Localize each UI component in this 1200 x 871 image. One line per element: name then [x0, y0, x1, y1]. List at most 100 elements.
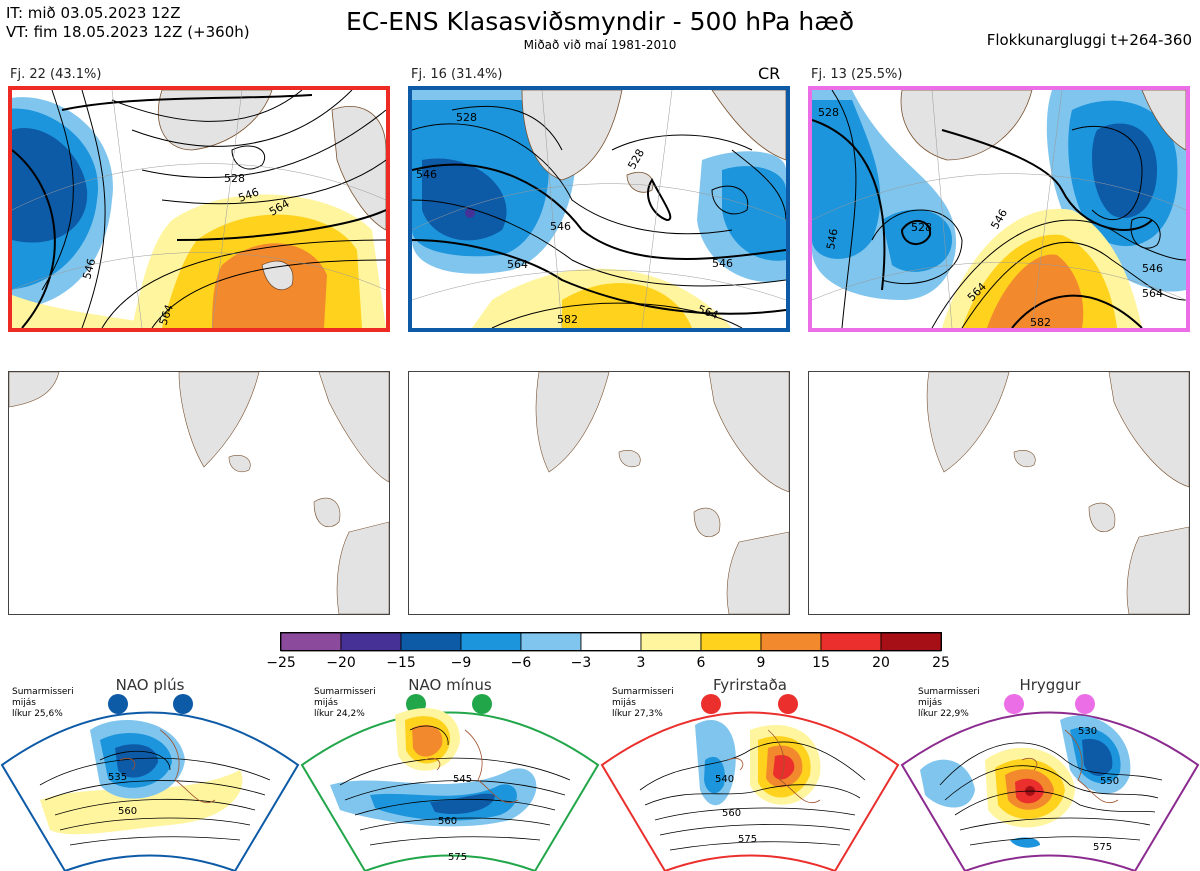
note-probability: líkur 22,9% — [918, 709, 969, 719]
cluster-2-chart: 528 546 528 546 564 546 582 564 — [412, 90, 786, 328]
colorbar-tick-label: 6 — [696, 655, 706, 671]
blank-map-3 — [808, 371, 1190, 615]
neg-anom-dark — [422, 158, 507, 241]
page-subtitle: Miðað við maí 1981-2010 — [523, 38, 677, 52]
note-probability: líkur 25,6% — [12, 709, 63, 719]
height-contours — [412, 105, 786, 328]
note-probability: líkur 24,2% — [314, 709, 365, 719]
colorbar-cell — [700, 632, 762, 652]
regime-dot — [173, 694, 193, 714]
contour-label: 564 — [507, 258, 528, 271]
pos-anom-strong — [987, 254, 1084, 328]
regime-chart: 540 560 575 — [600, 694, 900, 871]
classification-window: Flokkunargluggi t+264-360 — [986, 31, 1192, 49]
colorbar-tick-label: 3 — [636, 655, 646, 671]
regime-dot — [701, 694, 721, 714]
contour-label: 560 — [438, 816, 457, 827]
note-period: mijás — [612, 698, 636, 708]
contour-label: 528 — [911, 221, 932, 234]
contour-label: 560 — [722, 808, 741, 819]
cluster-1-chart: 546 528 546 564 564 — [12, 90, 386, 328]
note-season: Sumarmisseri — [918, 687, 980, 697]
contour-label: 564 — [1142, 287, 1163, 300]
blank-map-2 — [408, 371, 790, 615]
regime-title: NAO mínus — [408, 676, 492, 694]
note-season: Sumarmisseri — [612, 687, 674, 697]
colorbar-cell — [880, 632, 942, 652]
cluster-1-label: Fj. 22 (43.1%) — [10, 67, 102, 82]
contour-label: 575 — [448, 852, 467, 863]
colorbar-tick-label: −20 — [326, 655, 356, 671]
regime-chart: 545 560 575 — [300, 694, 600, 871]
colorbar-cell — [820, 632, 882, 652]
pos-anom-south — [12, 295, 142, 328]
contour-label: 575 — [738, 834, 757, 845]
colorbar-tick-label: 25 — [932, 655, 950, 671]
regime-dot — [472, 694, 492, 714]
valid-time-line: VT: fim 18.05.2023 12Z (+360h) — [6, 23, 250, 41]
regime-ridge: Hryggur Sumarmisseri mijás líkur 22,9% — [900, 676, 1200, 871]
contour-label: 530 — [1078, 726, 1097, 737]
neg-anom-mid-center — [882, 209, 952, 272]
contour-label: 540 — [715, 774, 734, 785]
note-period: mijás — [314, 698, 338, 708]
iceland — [626, 171, 654, 193]
greenland — [900, 90, 1033, 161]
regime-nao-minus: NAO mínus Sumarmisseri mijás líkur 24,2%… — [300, 676, 600, 871]
colorbar-tick-label: −3 — [570, 655, 592, 671]
colorbar-tick-label: −25 — [266, 655, 296, 671]
contour-label: 528 — [224, 172, 245, 185]
colorbar-cell — [400, 632, 462, 652]
greenland — [157, 90, 273, 151]
note-period: mijás — [12, 698, 36, 708]
blank-map-2-land — [535, 372, 789, 614]
cluster-1-map: 546 528 546 564 564 — [8, 86, 390, 332]
contour-label: 546 — [550, 220, 571, 233]
cluster-3-chart: 528 528 546 546 564 546 564 582 — [812, 90, 1186, 328]
contour-label: 546 — [1142, 262, 1163, 275]
regime-dot — [108, 694, 128, 714]
colorbar-cell — [460, 632, 522, 652]
height-contours — [12, 90, 386, 328]
note-season: Sumarmisseri — [12, 687, 74, 697]
graticule — [12, 90, 386, 328]
colorbar-tick-label: 15 — [812, 655, 830, 671]
regime-note: Sumarmisseri mijás líkur 27,3% — [612, 687, 674, 720]
scandinavia — [331, 106, 386, 231]
blank-map-1-land — [9, 372, 389, 614]
note-probability: líkur 27,3% — [612, 709, 663, 719]
regime-dot — [1075, 694, 1095, 714]
greenland — [521, 90, 623, 181]
init-time-line: IT: mið 03.05.2023 12Z — [6, 4, 181, 22]
regime-blocking: Fyrirstaða Sumarmisseri mijás líkur 27,3… — [600, 676, 900, 871]
colorbar-tick-label: 9 — [756, 655, 766, 671]
neg-anom-east-mid — [722, 166, 786, 261]
colorbar-tick-label: −15 — [386, 655, 416, 671]
colorbar — [280, 632, 942, 652]
contour-label: 582 — [1030, 316, 1051, 328]
blank-map-1 — [8, 371, 390, 615]
regime-note: Sumarmisseri mijás líkur 24,2% — [314, 687, 376, 720]
contour-label: 546 — [712, 257, 733, 270]
graticule — [812, 90, 1186, 328]
colorbar-cell — [280, 632, 342, 652]
regime-note: Sumarmisseri mijás líkur 22,9% — [918, 687, 980, 720]
regime-dot — [1004, 694, 1024, 714]
contour-label: 575 — [1093, 842, 1112, 853]
regime-title: Hryggur — [1019, 676, 1081, 694]
note-season: Sumarmisseri — [314, 687, 376, 697]
cluster-3-map: 528 528 546 546 564 546 564 582 — [808, 86, 1190, 332]
contour-label: 528 — [818, 106, 839, 119]
colorbar-cell — [760, 632, 822, 652]
cluster-3-label: Fj. 13 (25.5%) — [811, 67, 903, 82]
contour-label: 535 — [108, 772, 127, 783]
contour-label: 528 — [456, 111, 477, 124]
scandinavia — [711, 90, 786, 161]
graticule — [412, 90, 786, 328]
colorbar-cell — [340, 632, 402, 652]
contour-label: 560 — [118, 806, 137, 817]
regime-nao-plus: NAO plús Sumarmisseri mijás líkur 25,6% … — [0, 676, 300, 871]
pos-anom-mid — [562, 283, 692, 328]
colorbar-tick-label: −6 — [510, 655, 532, 671]
contour-label: 546 — [824, 228, 840, 251]
